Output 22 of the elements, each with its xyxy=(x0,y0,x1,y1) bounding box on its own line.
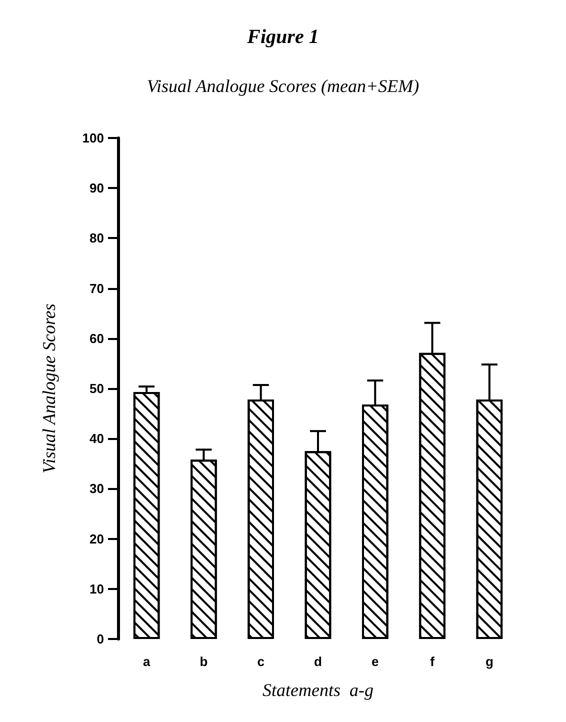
chart-subtitle: Visual Analogue Scores (mean+SEM) xyxy=(146,76,420,96)
x-tick-label: b xyxy=(200,654,208,669)
y-tick-label: 20 xyxy=(90,531,104,546)
y-tick-label: 60 xyxy=(90,330,104,346)
y-tick-label: 0 xyxy=(96,632,104,646)
y-tick-label: 70 xyxy=(90,280,104,296)
x-tick-label: d xyxy=(314,654,322,669)
y-tick-label: 40 xyxy=(90,431,104,446)
x-tick-label: g xyxy=(485,654,494,669)
x-tick-label: e xyxy=(372,654,379,669)
y-tick-label: 50 xyxy=(90,381,104,396)
x-tick-label: a xyxy=(142,654,151,669)
x-tick-label: f xyxy=(430,654,436,669)
y-tick-label: 80 xyxy=(90,230,104,246)
x-axis-title: Statements a-g xyxy=(262,680,374,700)
y-axis-title: Visual Analogue Scores xyxy=(39,304,59,474)
y-tick-label: 100 xyxy=(82,130,104,146)
y-tick-label: 90 xyxy=(90,180,104,196)
chart-title: Figure 1 xyxy=(246,26,319,48)
y-tick-label: 30 xyxy=(90,481,104,496)
x-tick-label: c xyxy=(257,654,264,669)
y-tick-label: 10 xyxy=(90,581,104,596)
